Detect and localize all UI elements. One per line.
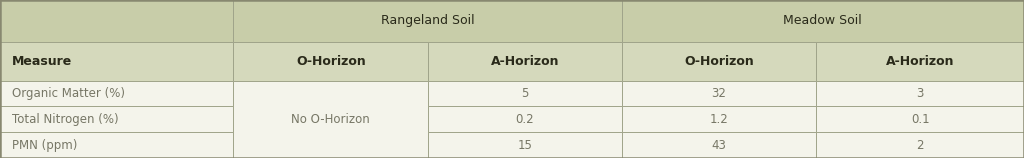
Bar bbox=[816, 81, 1024, 106]
Text: O-Horizon: O-Horizon bbox=[684, 55, 754, 68]
Text: O-Horizon: O-Horizon bbox=[296, 55, 366, 68]
Bar bbox=[622, 81, 816, 106]
Bar bbox=[428, 106, 622, 132]
Bar bbox=[428, 42, 622, 81]
Text: Meadow Soil: Meadow Soil bbox=[783, 14, 862, 27]
Text: A-Horizon: A-Horizon bbox=[490, 55, 559, 68]
Text: Organic Matter (%): Organic Matter (%) bbox=[12, 87, 125, 100]
Bar bbox=[0, 0, 233, 42]
Bar bbox=[428, 132, 622, 158]
Text: 32: 32 bbox=[712, 87, 726, 100]
Bar bbox=[622, 132, 816, 158]
Text: Measure: Measure bbox=[12, 55, 73, 68]
Text: PMN (ppm): PMN (ppm) bbox=[12, 139, 78, 152]
Text: 2: 2 bbox=[916, 139, 924, 152]
Bar bbox=[0, 81, 233, 106]
Bar bbox=[0, 106, 233, 132]
Bar bbox=[428, 81, 622, 106]
Text: 15: 15 bbox=[517, 139, 532, 152]
Text: 43: 43 bbox=[712, 139, 726, 152]
Bar bbox=[233, 42, 428, 81]
Bar bbox=[622, 42, 816, 81]
Bar bbox=[816, 132, 1024, 158]
Text: A-Horizon: A-Horizon bbox=[886, 55, 954, 68]
Bar bbox=[622, 106, 816, 132]
Text: 0.1: 0.1 bbox=[910, 113, 930, 126]
Bar bbox=[0, 132, 233, 158]
Text: 1.2: 1.2 bbox=[710, 113, 728, 126]
Text: 3: 3 bbox=[916, 87, 924, 100]
Text: 0.2: 0.2 bbox=[515, 113, 535, 126]
Text: Total Nitrogen (%): Total Nitrogen (%) bbox=[12, 113, 119, 126]
Bar bbox=[233, 81, 428, 158]
Bar bbox=[0, 42, 233, 81]
Text: 5: 5 bbox=[521, 87, 528, 100]
Text: No O-Horizon: No O-Horizon bbox=[292, 113, 370, 126]
Bar bbox=[622, 0, 1024, 42]
Bar bbox=[233, 0, 622, 42]
Bar bbox=[816, 42, 1024, 81]
Text: Rangeland Soil: Rangeland Soil bbox=[381, 14, 474, 27]
Bar bbox=[816, 106, 1024, 132]
